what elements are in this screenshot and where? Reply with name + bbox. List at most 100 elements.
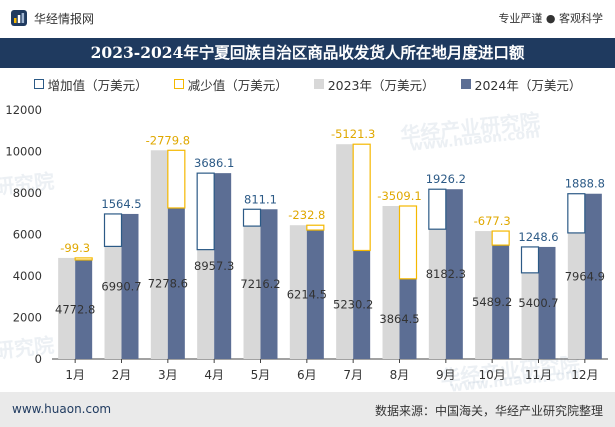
bar-2024 <box>538 246 556 359</box>
tagline: 专业严谨 ● 客观科学 <box>498 12 603 25</box>
bar-2023 <box>521 272 539 359</box>
legend-item-2023[interactable]: 2023年（万美元） <box>313 74 435 94</box>
legend-item-decrease[interactable]: 减少值（万美元） <box>173 74 288 94</box>
x-tick-label: 9月 <box>436 368 456 382</box>
value-label-2024: 5400.7 <box>518 296 558 310</box>
chart: 0 2000 4000 6000 8000 10000 12000 -99.3 4772.8 1月… <box>5 103 608 382</box>
footer: www.huaon.com 数据来源：中国海关，华经产业研究院整理 <box>0 392 615 427</box>
change-box-increase <box>567 193 586 234</box>
change-label: 1888.8 <box>565 177 605 191</box>
value-label-2024: 7964.9 <box>565 269 605 283</box>
legend-item-increase[interactable]: 增加值（万美元） <box>33 74 148 94</box>
bar-2024 <box>584 193 602 359</box>
bar-2024 <box>121 213 139 359</box>
x-tick-label: 3月 <box>158 368 178 382</box>
y-tick-label: 2000 <box>13 311 42 325</box>
value-label-2024: 6214.5 <box>287 288 327 302</box>
x-tick-label: 1月 <box>65 368 85 382</box>
change-label: 1926.2 <box>426 172 466 186</box>
change-box-increase <box>242 208 262 227</box>
legend-label-increase: 增加值（万美元） <box>47 77 148 93</box>
change-label: 1564.5 <box>101 197 141 211</box>
x-tick-label: 6月 <box>297 368 317 382</box>
change-label: 811.1 <box>244 192 277 206</box>
bar-2023 <box>150 150 168 359</box>
legend-label-2023: 2023年（万美元） <box>327 77 435 93</box>
bar-2023 <box>289 225 307 359</box>
change-box-increase <box>103 213 123 248</box>
change-label: -5121.3 <box>331 127 375 141</box>
bar-2024 <box>75 259 93 359</box>
legend-label-2024: 2024年（万美元） <box>474 77 582 93</box>
brand[interactable]: 华经情报网 <box>10 9 94 27</box>
value-label-2024: 8957.3 <box>194 259 234 273</box>
value-label-2024: 7278.6 <box>148 276 188 290</box>
change-box-increase <box>520 246 540 274</box>
change-label: -99.3 <box>60 241 90 255</box>
legend: 增加值（万美元） 减少值（万美元） 2023年（万美元） 2024年（万美元） <box>0 74 615 94</box>
bar-2024 <box>399 278 417 359</box>
change-box-decrease <box>167 149 186 209</box>
footer-url[interactable]: www.huaon.com <box>12 402 112 416</box>
bar-2023 <box>382 205 400 359</box>
change-box-decrease <box>398 205 418 280</box>
value-label-2024: 4772.8 <box>55 302 95 316</box>
value-label-2024: 5230.2 <box>333 298 373 312</box>
y-tick-label: 0 <box>35 352 42 366</box>
change-box-increase <box>428 188 447 230</box>
value-label-2024: 5489.2 <box>472 295 512 309</box>
change-label: -3509.1 <box>377 189 421 203</box>
y-tick-label: 8000 <box>13 186 42 200</box>
brand-name: 华经情报网 <box>34 11 95 26</box>
bar-2024 <box>214 173 232 359</box>
legend-label-decrease: 减少值（万美元） <box>187 77 288 93</box>
bar-2024 <box>306 230 324 359</box>
x-tick-label: 10月 <box>479 368 506 382</box>
bar-2023 <box>243 226 261 359</box>
legend-swatch-2024 <box>460 79 471 89</box>
legend-item-2024[interactable]: 2024年（万美元） <box>460 74 582 94</box>
bar-2024 <box>492 245 510 359</box>
bar-2023 <box>336 144 354 359</box>
value-label-2024: 7216.2 <box>240 277 280 291</box>
x-tick-label: 5月 <box>251 368 271 382</box>
bar-2024 <box>353 250 371 359</box>
value-label-2024: 8182.3 <box>426 267 466 281</box>
y-tick-label: 12000 <box>5 103 42 117</box>
y-tick-label: 6000 <box>13 228 42 242</box>
change-box-decrease <box>74 257 93 261</box>
change-label: 1248.6 <box>518 230 558 244</box>
legend-swatch-2023 <box>313 79 324 89</box>
x-tick-label: 11月 <box>525 368 552 382</box>
x-tick-label: 12月 <box>571 368 598 382</box>
bar-2023 <box>428 229 446 359</box>
change-box-increase <box>196 172 215 251</box>
change-label: -677.3 <box>474 214 511 228</box>
change-box-decrease <box>306 224 325 231</box>
bar-2023 <box>58 257 76 359</box>
header: 华经情报网 专业严谨 ● 客观科学 <box>0 0 615 38</box>
bar-2023 <box>197 249 215 359</box>
change-label: -232.8 <box>288 208 325 222</box>
data-source: 数据来源：中国海关，华经产业研究院整理 <box>374 404 603 418</box>
change-box-decrease <box>491 230 510 246</box>
change-label: 3686.1 <box>194 156 234 170</box>
y-tick-label: 4000 <box>13 269 42 283</box>
x-tick-label: 4月 <box>204 368 224 382</box>
bar-2024 <box>260 209 278 359</box>
bar-2023 <box>475 231 493 359</box>
x-tick-label: 2月 <box>112 368 132 382</box>
value-label-2024: 6990.7 <box>101 279 141 293</box>
x-tick-label: 7月 <box>343 368 363 382</box>
bar-2024 <box>167 207 185 359</box>
change-box-decrease <box>352 143 371 252</box>
legend-swatch-increase <box>33 79 44 89</box>
chart-title: 2023-2024年宁夏回族自治区商品收发货人所在地月度进口额 <box>0 38 615 68</box>
bar-2024 <box>445 189 463 359</box>
x-tick-label: 8月 <box>390 368 410 382</box>
brand-logo-icon <box>11 10 27 26</box>
change-label: -2779.8 <box>146 133 190 147</box>
value-label-2024: 3864.5 <box>379 312 419 326</box>
bar-2023 <box>104 246 122 359</box>
bar-2023 <box>567 232 585 359</box>
